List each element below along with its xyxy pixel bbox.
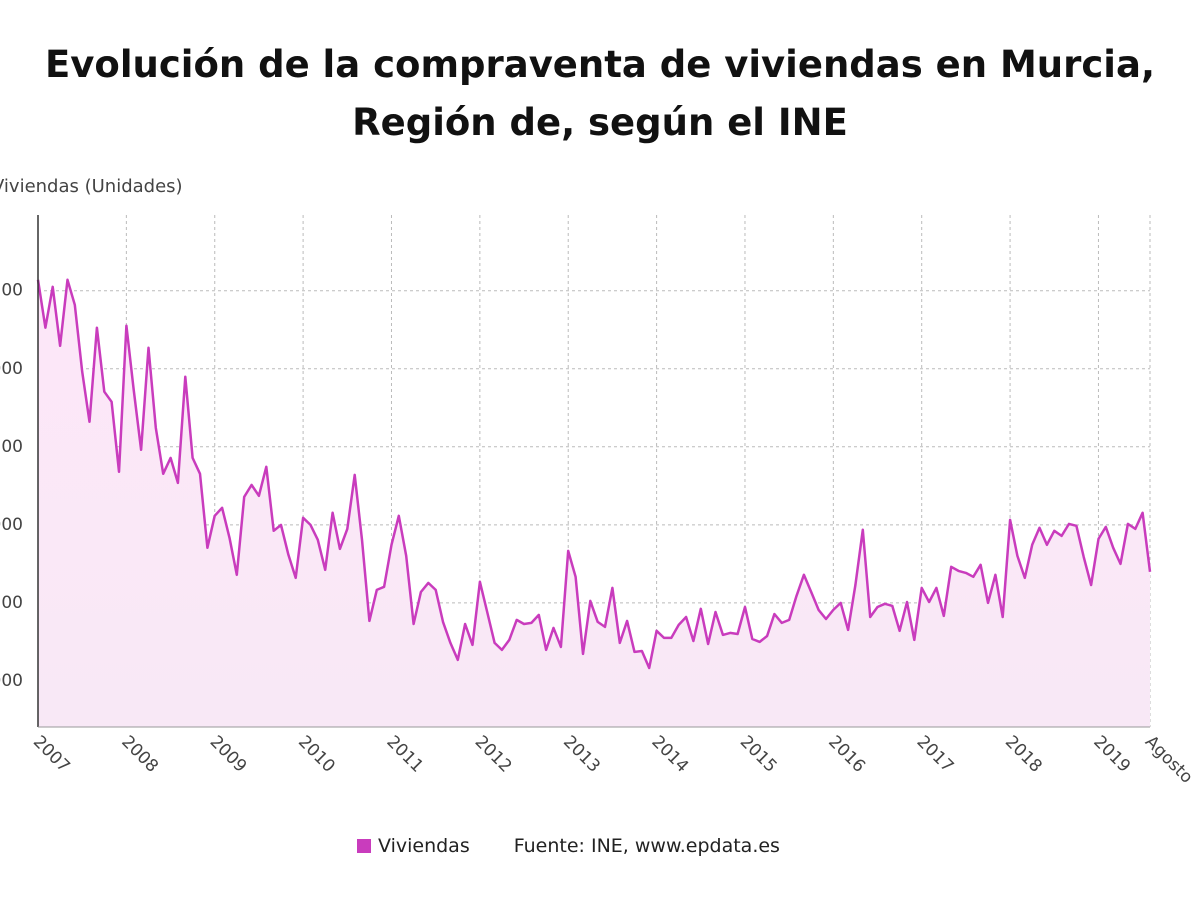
- y-tick-label: 1.000: [0, 671, 23, 691]
- legend-label: Viviendas: [378, 835, 470, 857]
- y-tick-label: 3.500: [0, 281, 23, 301]
- y-tick-label: 2.000: [0, 515, 23, 535]
- x-tick-label: 2010: [294, 732, 339, 777]
- y-tick-label: 3.000: [0, 359, 23, 379]
- x-tick-label: 2018: [1001, 732, 1046, 777]
- x-tick-label: 2008: [117, 732, 162, 777]
- x-tick-label: 2017: [913, 732, 958, 777]
- x-tick-label: 2011: [382, 732, 427, 777]
- source: Fuente: INE, www.epdata.es: [513, 835, 780, 857]
- area: [38, 279, 1150, 727]
- legend: Viviendas Fuente: INE, www.epdata.es: [357, 835, 780, 857]
- y-tick-label: 2.500: [0, 437, 23, 457]
- x-tick-label: 2015: [736, 732, 781, 777]
- x-tick-label: 2016: [824, 732, 869, 777]
- x-tick-label: Agosto: [1141, 732, 1197, 788]
- x-tick-label: 2009: [206, 732, 251, 777]
- legend-swatch: [357, 839, 371, 853]
- x-tick-label: 2019: [1089, 732, 1134, 777]
- x-tick-label: 2007: [29, 732, 74, 777]
- x-tick-label: 2014: [648, 732, 693, 777]
- line: [36, 278, 1152, 670]
- y-axis-title: Viviendas (Unidades): [0, 176, 183, 197]
- x-tick-label: 2012: [471, 732, 516, 777]
- chart-title: Evolución de la compraventa de viviendas…: [45, 43, 1155, 144]
- y-tick-label: 1.500: [0, 593, 23, 613]
- x-tick-label: 2013: [559, 732, 604, 777]
